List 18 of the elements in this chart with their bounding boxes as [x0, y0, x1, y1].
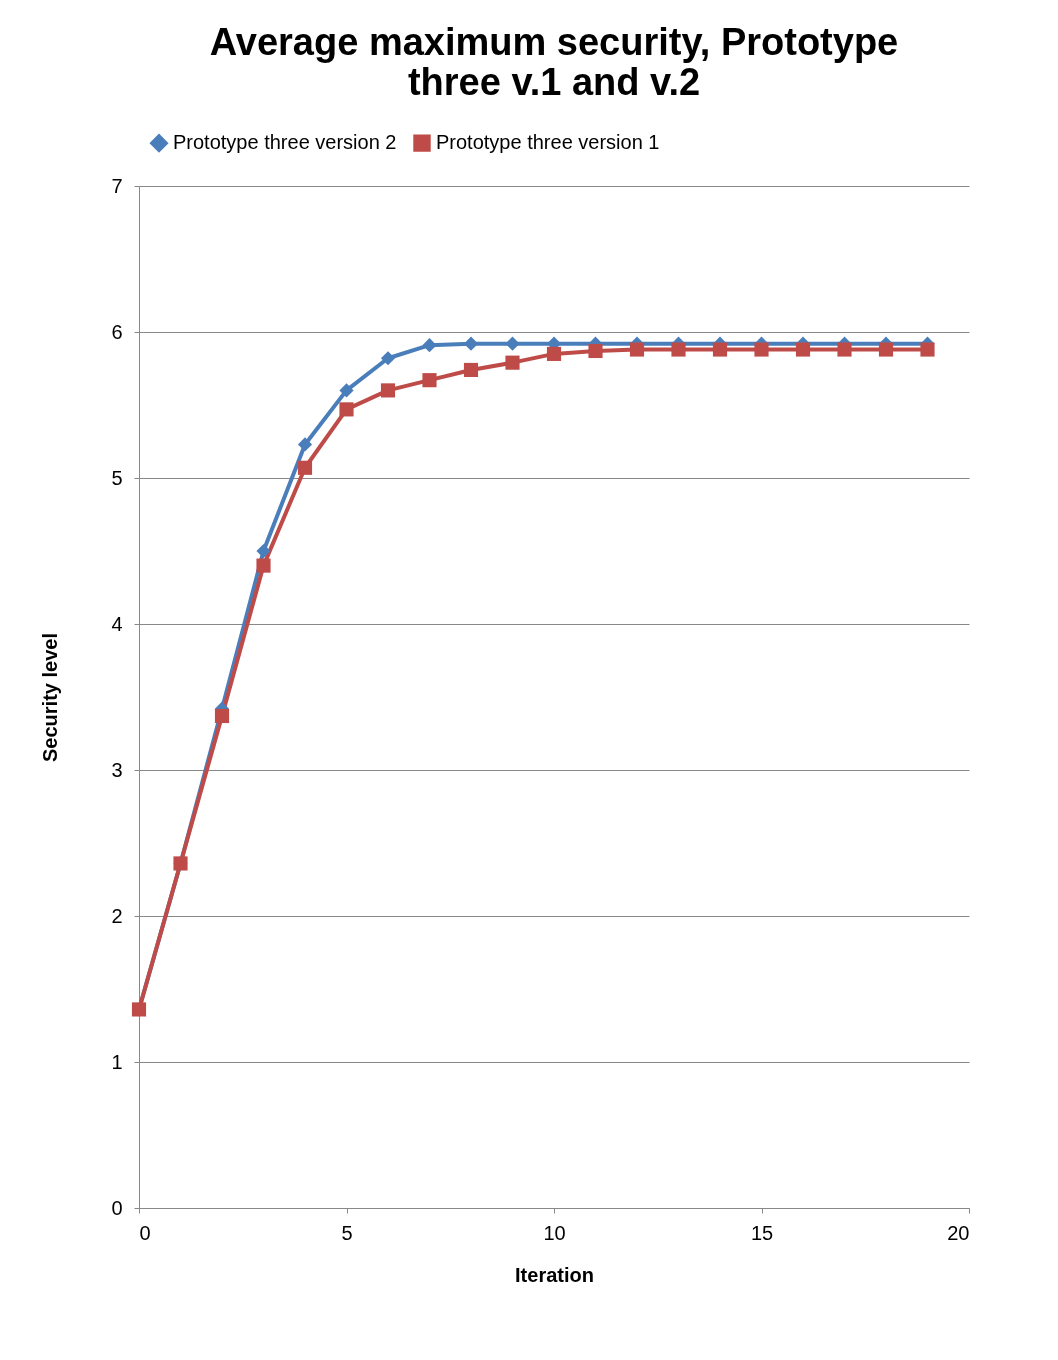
- y-tick-label: 7: [111, 174, 123, 197]
- y-axis-title: Security level: [39, 633, 62, 762]
- x-axis-title: Iteration: [515, 1263, 594, 1286]
- y-tick-label: 1: [111, 1050, 123, 1073]
- y-tick-label: 5: [111, 466, 123, 489]
- x-tick-label: 10: [543, 1221, 566, 1244]
- x-tick-label: 5: [341, 1221, 353, 1244]
- y-tick-label: 4: [111, 612, 123, 635]
- x-tick-label: 0: [139, 1221, 151, 1244]
- y-tick-label: 3: [111, 758, 123, 781]
- legend-label: Prototype three version 1: [436, 131, 660, 154]
- y-tick-label: 0: [111, 1196, 123, 1219]
- x-tick-label: 15: [750, 1221, 774, 1244]
- legend-label: Prototype three version 2: [173, 131, 397, 154]
- y-tick-label: 2: [111, 904, 123, 927]
- y-tick-label: 6: [111, 320, 123, 343]
- x-tick-label: 20: [947, 1221, 970, 1244]
- text: Average maximum security, Prototype: [209, 21, 899, 63]
